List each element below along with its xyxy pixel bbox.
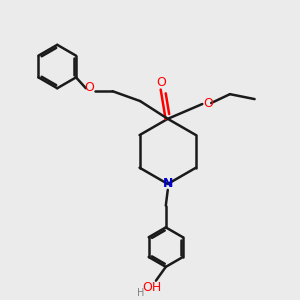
Text: OH: OH [142, 281, 162, 294]
Text: O: O [203, 97, 213, 110]
Text: H: H [137, 287, 145, 298]
Text: O: O [156, 76, 166, 89]
Text: N: N [163, 178, 173, 190]
Text: O: O [84, 81, 94, 94]
